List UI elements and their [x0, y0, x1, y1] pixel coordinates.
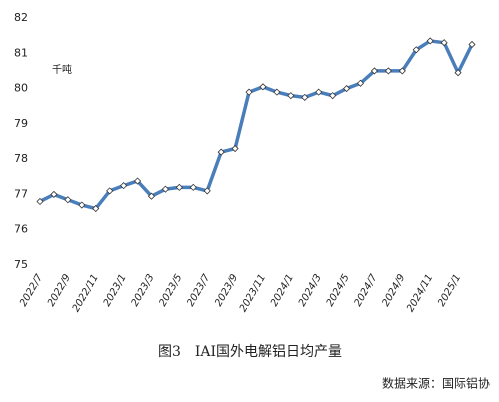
- y-tick-label: 77: [14, 187, 28, 200]
- x-tick-label: 2023/5: [157, 273, 184, 309]
- source-note: 数据来源：国际铝协: [382, 376, 490, 391]
- y-tick-label: 78: [14, 152, 28, 165]
- data-point: [106, 187, 114, 195]
- data-point: [315, 88, 323, 96]
- data-point: [133, 177, 142, 185]
- y-tick-label: 75: [14, 258, 28, 271]
- y-tick-label: 80: [14, 82, 28, 95]
- x-tick-label: 2024/7: [353, 272, 380, 309]
- data-line: [39, 39, 474, 211]
- data-point: [189, 183, 197, 191]
- data-point: [161, 185, 169, 193]
- data-point: [454, 69, 462, 77]
- x-tick-label: 2024/9: [380, 273, 407, 309]
- data-point: [175, 183, 183, 191]
- data-point: [64, 196, 72, 204]
- x-tick-label: 2024/5: [325, 273, 352, 309]
- data-point: [440, 39, 448, 47]
- data-point: [147, 192, 156, 200]
- data-point: [245, 88, 253, 96]
- x-tick-label: 2022/11: [71, 273, 101, 314]
- x-tick-label: 2023/1: [102, 273, 129, 309]
- x-tick-label: 2022/7: [18, 272, 45, 309]
- data-point: [92, 204, 100, 213]
- x-tick-label: 2024/11: [405, 273, 435, 314]
- x-tick-label: 2024/3: [297, 273, 324, 309]
- y-tick-label: 81: [14, 46, 28, 59]
- x-tick-label: 2023/3: [130, 273, 157, 309]
- data-point: [370, 67, 379, 75]
- data-point: [259, 83, 267, 91]
- data-point: [356, 79, 365, 87]
- data-point: [398, 67, 406, 75]
- chart-caption: 图3 IAI国外电解铝日均产量: [158, 344, 342, 360]
- data-point: [231, 144, 239, 153]
- y-tick-label: 82: [14, 11, 28, 24]
- unit-annotation: 千吨: [52, 63, 72, 76]
- data-point: [273, 88, 281, 96]
- x-tick-label: 2022/9: [46, 273, 73, 309]
- x-tick-label: 2023/7: [185, 272, 212, 309]
- data-point: [287, 92, 295, 100]
- data-point: [78, 201, 86, 209]
- data-point: [412, 46, 420, 54]
- data-point: [301, 93, 309, 101]
- data-point: [343, 85, 351, 93]
- data-point: [50, 190, 58, 198]
- data-point: [468, 40, 476, 49]
- data-point: [203, 187, 211, 195]
- y-tick-label: 76: [14, 223, 28, 236]
- data-point: [36, 197, 44, 206]
- x-tick-label: 2023/9: [213, 273, 240, 309]
- y-tick-label: 79: [14, 117, 28, 130]
- data-point: [384, 67, 392, 75]
- x-tick-label: 2025/1: [436, 273, 463, 309]
- data-point: [329, 92, 337, 100]
- data-point: [120, 182, 128, 190]
- data-point: [426, 37, 434, 45]
- x-tick-label: 2024/1: [269, 273, 296, 309]
- x-tick-label: 2023/11: [238, 273, 268, 314]
- data-point: [217, 148, 225, 156]
